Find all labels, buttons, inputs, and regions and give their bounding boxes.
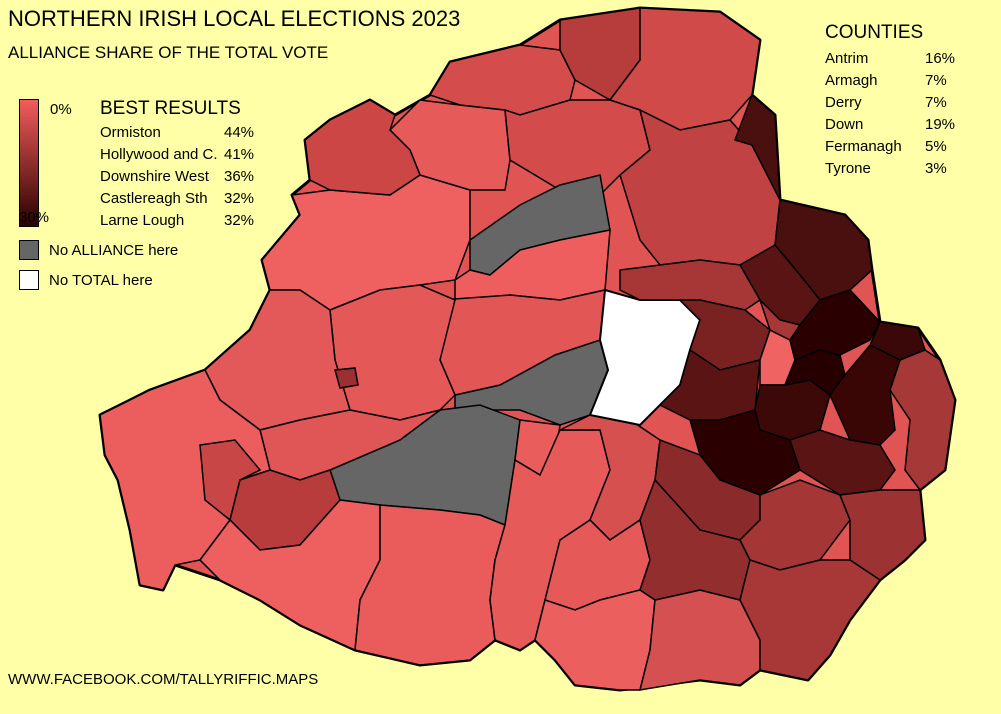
county-name: Derry [825,94,862,111]
county-value: 19% [925,116,956,133]
district-carn [329,284,456,421]
best-result-value: 32% [224,190,255,207]
county-name: Antrim [825,50,869,67]
district-ards-peninsula [889,349,956,492]
map-title: NORTHERN IRISH LOCAL ELECTIONS 2023 [8,6,461,31]
county-value: 5% [925,138,947,155]
no-alliance-label: No ALLIANCE here [49,242,179,259]
district-rowallane [789,429,896,496]
best-result-row: Ormiston 44% [100,124,270,141]
county-row: Down 19% [825,116,965,133]
county-row: Antrim 16% [825,50,965,67]
best-result-row: Downshire West 36% [100,168,270,185]
no-total-label: No TOTAL here [49,272,153,289]
best-result-name: Hollywood and C. [100,146,218,163]
county-name: Armagh [825,72,878,89]
scale-max-label: 30% [19,209,50,226]
best-result-name: Castlereagh Sth [100,190,208,207]
color-scale-bar [19,99,39,227]
district-limavady [428,44,576,116]
county-name: Down [825,116,864,133]
best-result-row: Hollywood and C. 41% [100,146,270,163]
district-antrim [619,259,761,311]
district-hollywood [789,289,881,362]
best-result-name: Ormiston [100,124,161,141]
counties-heading: COUNTIES [825,22,924,43]
district-comber [829,344,901,446]
county-row: Armagh 7% [825,72,965,89]
county-value: 7% [925,72,947,89]
best-result-value: 32% [224,212,255,229]
county-value: 7% [925,94,947,111]
best-result-row: Larne Lough 32% [100,212,270,229]
no-alliance-swatch [19,240,39,260]
best-result-name: Downshire West [100,168,209,185]
no-total-swatch [19,270,39,290]
scale-min-label: 0% [50,101,72,118]
county-name: Fermanagh [825,138,902,155]
county-row: Tyrone 3% [825,160,965,177]
best-results-heading: BEST RESULTS [100,98,241,119]
best-result-value: 36% [224,168,255,185]
source-credit: WWW.FACEBOOK.COM/TALLYRIFFIC.MAPS [8,671,319,688]
county-row: Fermanagh 5% [825,138,965,155]
district-newry [534,589,656,691]
county-value: 16% [925,50,956,67]
map-subtitle: ALLIANCE SHARE OF THE TOTAL VOTE [8,43,329,62]
best-result-value: 44% [224,124,255,141]
county-value: 3% [925,160,947,177]
district-mournes [739,559,882,681]
best-result-row: Castlereagh Sth 32% [100,190,270,207]
best-result-name: Larne Lough [100,212,185,229]
county-name: Tyrone [825,160,871,177]
county-row: Derry 7% [825,94,965,111]
district-foyle [304,99,421,196]
best-result-value: 41% [224,146,255,163]
district-small-tyrone [334,367,359,389]
district-downpatrick [838,489,926,581]
